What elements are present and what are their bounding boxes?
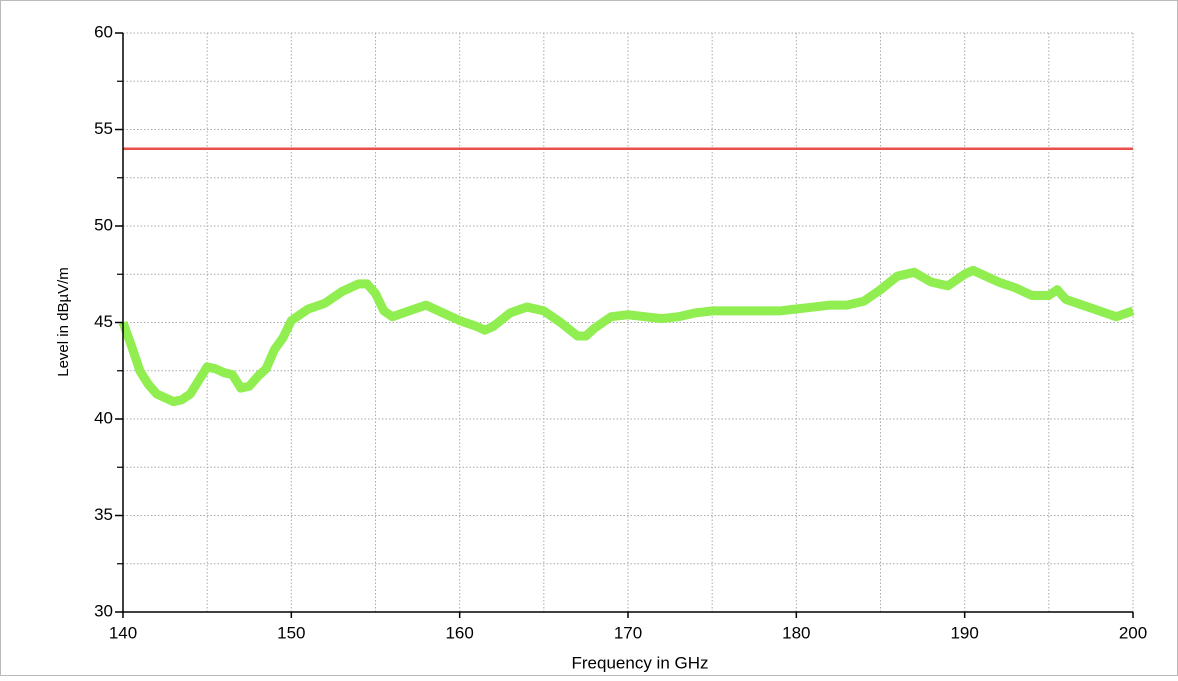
x-tick-label: 180: [782, 623, 810, 642]
y-tick-label: 55: [94, 119, 113, 138]
x-tick-label: 190: [950, 623, 978, 642]
y-tick-label: 40: [94, 408, 113, 427]
x-tick-label: 140: [109, 623, 137, 642]
x-tick-label: 200: [1119, 623, 1147, 642]
y-tick-label: 45: [94, 312, 113, 331]
y-axis-label: Level in dBµV/m: [55, 267, 72, 377]
data-line: [118, 265, 1135, 407]
y-tick-label: 60: [94, 22, 113, 41]
x-tick-label: 170: [614, 623, 642, 642]
x-tick-label: 160: [445, 623, 473, 642]
x-axis-label: Frequency in GHz: [572, 653, 709, 672]
y-tick-label: 30: [94, 601, 113, 620]
y-tick-label: 50: [94, 215, 113, 234]
y-tick-label: 35: [94, 505, 113, 524]
x-tick-label: 150: [277, 623, 305, 642]
